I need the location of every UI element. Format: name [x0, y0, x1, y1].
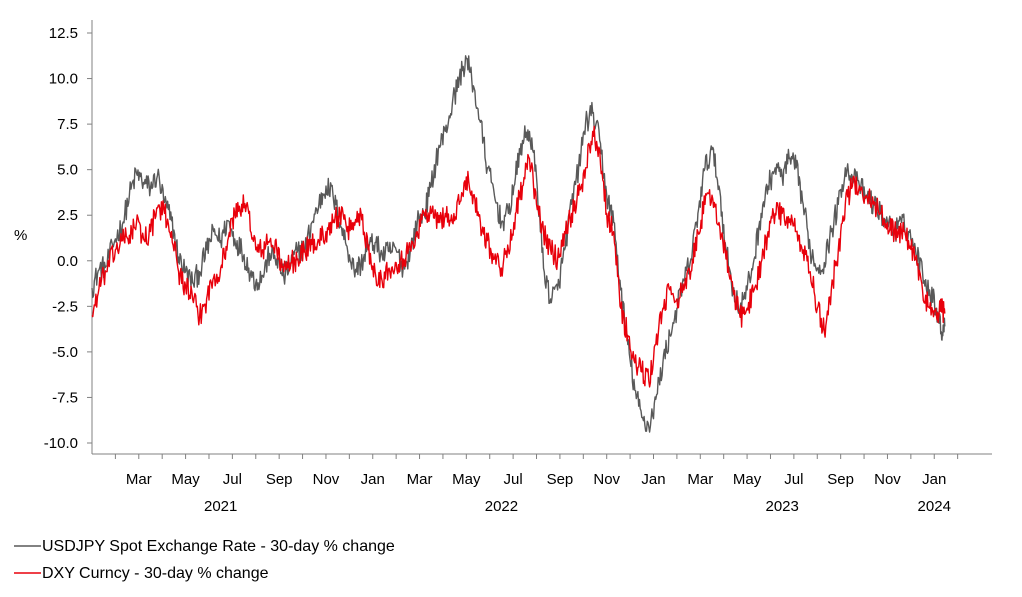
y-tick-label: -7.5: [52, 389, 78, 406]
x-tick-label: Mar: [687, 471, 713, 488]
x-tick-label: Sep: [827, 471, 854, 488]
y-tick-label: 10.0: [49, 71, 78, 88]
x-tick-label: Sep: [547, 471, 574, 488]
y-axis-label: %: [14, 227, 27, 244]
x-tick-label: Jul: [504, 471, 523, 488]
axes: [91, 20, 992, 455]
y-tick-label: 0.0: [57, 253, 78, 270]
legend-label-dxy: DXY Curncy - 30-day % change: [42, 565, 269, 582]
y-tick-label: -10.0: [44, 435, 78, 452]
x-year-label: 2024: [918, 498, 951, 515]
x-tick-label: Jan: [922, 471, 946, 488]
x-tick-label: Nov: [874, 471, 901, 488]
y-tick-label: 2.5: [57, 207, 78, 224]
x-tick-label: Jan: [361, 471, 385, 488]
x-tick-label: May: [733, 471, 762, 488]
y-tick-label: 7.5: [57, 116, 78, 133]
x-tick-label: Jan: [641, 471, 665, 488]
series-line-dxy: [91, 125, 946, 388]
x-tick-label: May: [452, 471, 481, 488]
x-tick-label: Nov: [593, 471, 620, 488]
y-tick-label: 12.5: [49, 25, 78, 42]
x-tick-label: May: [171, 471, 200, 488]
y-tick-label: -2.5: [52, 298, 78, 315]
x-year-label: 2021: [204, 498, 237, 515]
y-tick-label: 5.0: [57, 162, 78, 179]
x-ticks: Mar May Jul Sep Nov Jan Mar May Jul Sep Nov Jan Mar M…: [114, 454, 959, 515]
x-tick-label: Nov: [313, 471, 340, 488]
x-tick-label: Sep: [266, 471, 293, 488]
x-tick-label: Mar: [407, 471, 433, 488]
x-tick-label: Jul: [223, 471, 242, 488]
legend-label-usdjpy: USDJPY Spot Exchange Rate - 30-day % cha…: [42, 538, 395, 555]
series-line-usdjpy: [91, 55, 946, 433]
x-tick-label: Mar: [126, 471, 152, 488]
x-tick-label: Jul: [784, 471, 803, 488]
y-tick-label: -5.0: [52, 344, 78, 361]
legend: USDJPY Spot Exchange Rate - 30-day % cha…: [14, 538, 395, 582]
y-ticks: 12.5 10.0 7.5 5.0 2.5 0.0 -2.5 -5.0 -7.5 -10.0: [44, 25, 92, 452]
series-layer: [91, 55, 946, 433]
x-year-label: 2023: [765, 498, 798, 515]
x-year-label: 2022: [485, 498, 518, 515]
